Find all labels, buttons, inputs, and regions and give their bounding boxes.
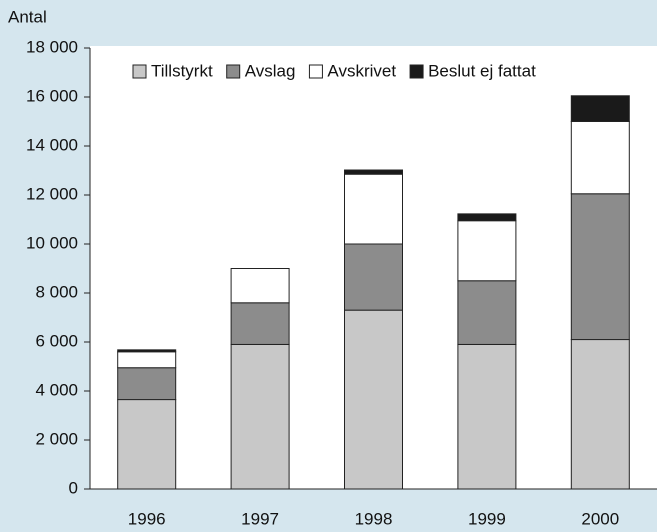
x-tick-label: 1998 bbox=[355, 509, 393, 528]
legend-label: Tillstyrkt bbox=[151, 61, 213, 80]
bar-segment bbox=[344, 173, 403, 245]
bar-segment bbox=[570, 193, 630, 341]
bar-segment bbox=[117, 367, 177, 401]
x-tick-label: 1997 bbox=[241, 509, 279, 528]
bar-segment bbox=[570, 95, 630, 123]
y-tick-label: 8 000 bbox=[35, 282, 78, 301]
bar-segment bbox=[457, 343, 517, 490]
legend-swatch bbox=[132, 64, 147, 79]
legend-swatch bbox=[409, 64, 424, 79]
legend-label: Avslag bbox=[245, 61, 296, 80]
bar-segment bbox=[117, 399, 177, 490]
x-tick-label: 1996 bbox=[128, 509, 166, 528]
y-tick-label: 6 000 bbox=[35, 331, 78, 350]
legend-label: Beslut ej fattat bbox=[428, 61, 536, 80]
y-tick-label: 10 000 bbox=[26, 233, 78, 252]
bar-segment bbox=[230, 343, 290, 490]
bar-segment bbox=[344, 309, 403, 490]
bar-segment bbox=[570, 339, 630, 490]
legend-swatch bbox=[226, 64, 241, 79]
y-axis-label: Antal bbox=[8, 7, 47, 26]
bar-segment bbox=[117, 349, 177, 353]
bar-segment bbox=[457, 213, 517, 222]
bar-segment bbox=[117, 351, 177, 369]
legend-swatch bbox=[308, 64, 323, 79]
y-tick-label: 16 000 bbox=[26, 86, 78, 105]
y-tick-label: 12 000 bbox=[26, 184, 78, 203]
bar-segment bbox=[570, 121, 630, 195]
x-tick-label: 2000 bbox=[581, 509, 619, 528]
bar-segment bbox=[344, 243, 403, 311]
y-tick-label: 4 000 bbox=[35, 380, 78, 399]
y-tick-label: 0 bbox=[69, 478, 78, 497]
y-tick-label: 2 000 bbox=[35, 429, 78, 448]
legend-label: Avskrivet bbox=[327, 61, 396, 80]
bar-segment bbox=[230, 302, 290, 345]
bar-segment bbox=[230, 268, 290, 304]
bar-segment bbox=[344, 169, 403, 175]
bar-segment bbox=[457, 220, 517, 282]
y-tick-label: 18 000 bbox=[26, 37, 78, 56]
y-tick-label: 14 000 bbox=[26, 135, 78, 154]
bar-segment bbox=[457, 280, 517, 345]
x-tick-label: 1999 bbox=[468, 509, 506, 528]
